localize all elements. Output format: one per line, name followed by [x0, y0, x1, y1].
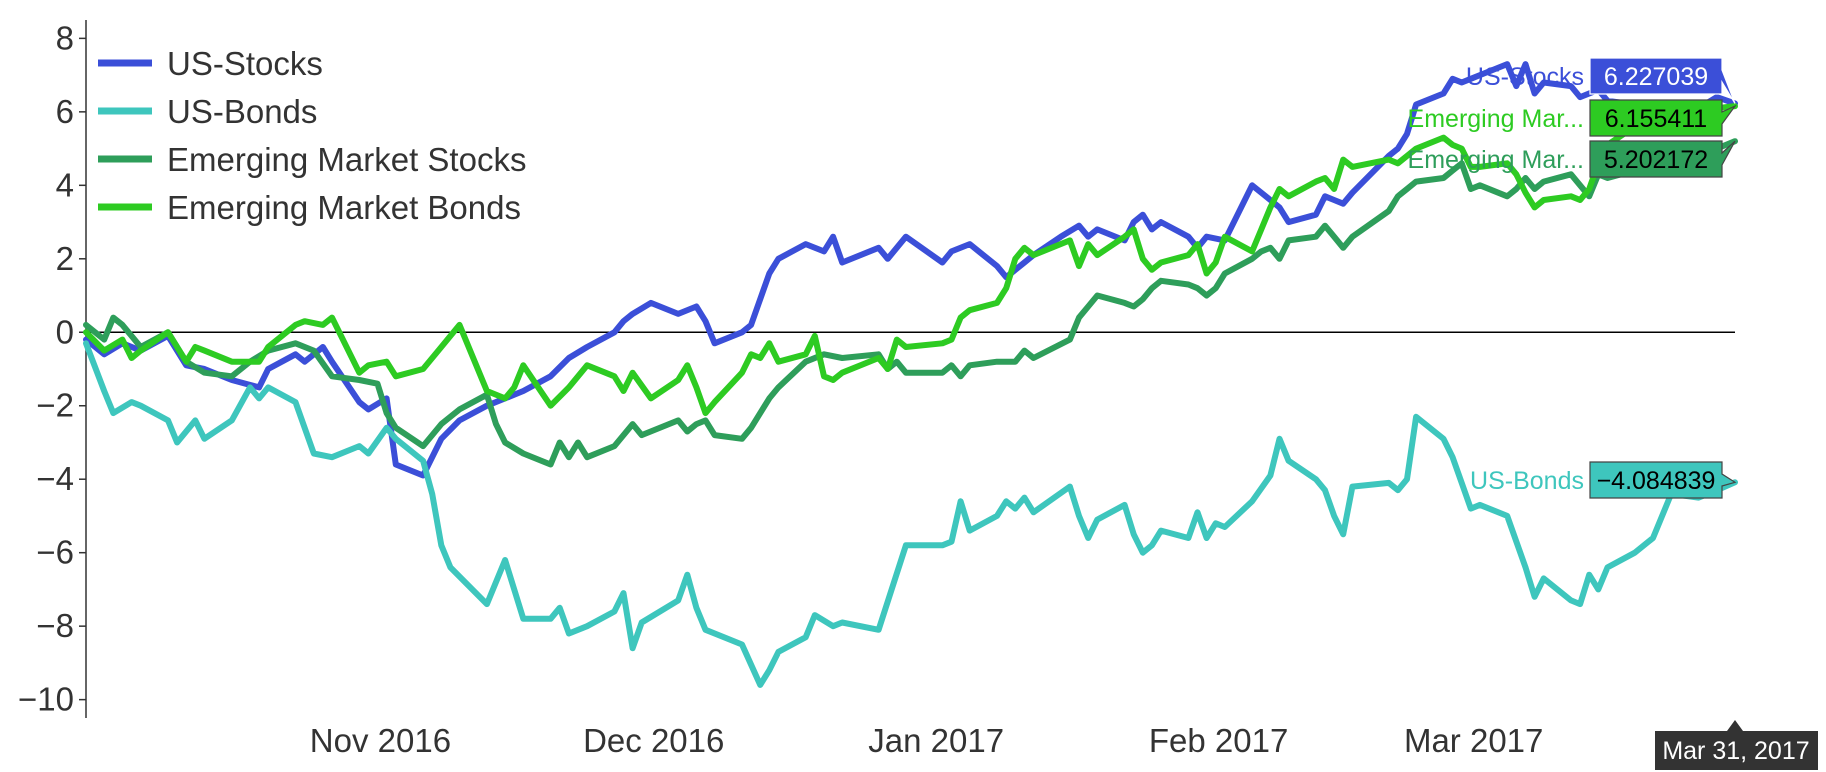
y-tick-label: 6 [56, 93, 74, 130]
y-tick-label: −10 [18, 681, 74, 718]
y-tick-label: −2 [36, 387, 74, 424]
y-tick-label: 4 [56, 166, 74, 203]
y-tick-label: 0 [56, 313, 74, 350]
legend[interactable]: US-Stocks US-Bonds Emerging Market Stocks E… [98, 45, 526, 226]
x-tick-label: Feb 2017 [1149, 722, 1288, 759]
hover-label: −4.084839 US-Bonds [1470, 461, 1737, 499]
legend-label: Emerging Market Bonds [167, 189, 521, 226]
series-line-3[interactable] [83, 138, 1738, 468]
hover-series-name: Emerging Mar... [1408, 105, 1584, 133]
series-line-2[interactable] [83, 340, 1738, 688]
y-tick-label: 2 [56, 240, 74, 277]
legend-label: US-Bonds [167, 93, 317, 130]
hover-series-name: US-Stocks [1466, 63, 1584, 91]
x-tick-label: Mar 2017 [1404, 722, 1543, 759]
legend-item[interactable]: US-Bonds [98, 93, 317, 130]
hover-value: 6.227039 [1604, 63, 1708, 91]
hover-value-box [1589, 461, 1737, 499]
hover-value: −4.084839 [1597, 467, 1716, 495]
x-tick-label: Dec 2016 [583, 722, 724, 759]
y-tick-label: 8 [56, 19, 74, 56]
axes: 8 6 4 2 0 −2 −4 −6 −8 −10 Nov 2016 Dec 2016 Jan 2017… [18, 19, 1543, 759]
hover-value-box [1589, 140, 1736, 178]
y-tick-label: −6 [36, 534, 74, 571]
series-line-4[interactable] [83, 103, 1738, 417]
y-tick-label: −4 [36, 460, 74, 497]
x-tick-label: Nov 2016 [310, 722, 451, 759]
legend-label: US-Stocks [167, 45, 323, 82]
legend-item[interactable]: US-Stocks [98, 45, 323, 82]
hover-value: 6.155411 [1605, 105, 1707, 133]
hover-value-box [1589, 57, 1736, 104]
legend-item[interactable]: Emerging Market Stocks [98, 141, 526, 178]
x-tick-label: Jan 2017 [868, 722, 1004, 759]
hover-series-name: US-Bonds [1470, 467, 1584, 495]
hover-value: 5.202172 [1604, 146, 1708, 174]
x-hover-date: Mar 31, 2017 [1662, 737, 1809, 765]
x-hover-box [1655, 720, 1818, 770]
legend-label: Emerging Market Stocks [167, 141, 526, 178]
x-hover-label: Mar 31, 2017 [1655, 720, 1818, 770]
y-tick-label: −8 [36, 607, 74, 644]
hover-label: 6.155411 Emerging Mar... [1408, 99, 1737, 137]
hover-value-box [1589, 99, 1737, 137]
hover-label: 5.202172 Emerging Mar... [1408, 140, 1736, 178]
legend-item[interactable]: Emerging Market Bonds [98, 189, 521, 226]
series-lines[interactable] [83, 61, 1738, 688]
hover-label: 6.227039 US-Stocks [1466, 57, 1736, 104]
hover-series-name: Emerging Mar... [1408, 146, 1584, 174]
hover-labels: 6.227039 US-Stocks 6.155411 Emerging Mar...… [1408, 57, 1818, 770]
